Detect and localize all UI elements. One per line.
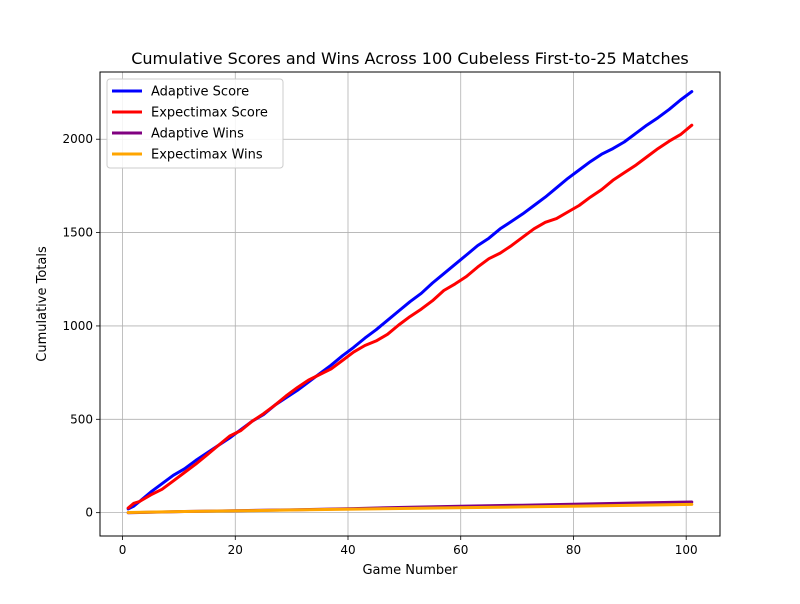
y-tick-label: 500	[70, 412, 93, 426]
series-line-expectimax-wins	[126, 502, 694, 514]
legend-label: Expectimax Score	[151, 106, 268, 121]
x-tick-label: 0	[119, 543, 127, 557]
y-tick-label: 1500	[62, 226, 93, 240]
legend-items: Adaptive Score Expectimax Score Adaptive W…	[112, 85, 268, 163]
legend-box	[106, 78, 284, 169]
x-tick-label: 40	[340, 543, 355, 557]
x-axis-label: Game Number	[362, 563, 458, 578]
legend: Adaptive Score Expectimax Score Adaptive W…	[106, 78, 284, 169]
grid-lines	[100, 72, 720, 536]
y-tick-label: 1000	[62, 319, 93, 333]
legend-label: Adaptive Wins	[151, 127, 244, 142]
x-tick-label: 60	[453, 543, 468, 557]
x-tick-label: 80	[566, 543, 581, 557]
series-line-expectimax-score	[126, 123, 694, 510]
series-lines	[126, 90, 694, 515]
y-tick-label: 2000	[62, 132, 93, 146]
legend-label: Adaptive Score	[151, 85, 249, 100]
x-tick-label: 100	[675, 543, 698, 557]
chart-title: Cumulative Scores and Wins Across 100 Cu…	[131, 49, 689, 68]
plot-area-frame	[99, 71, 721, 537]
y-tick-label: 0	[85, 506, 93, 520]
legend-label: Expectimax Wins	[151, 148, 263, 163]
x-tick-label: 20	[228, 543, 243, 557]
y-axis-label: Cumulative Totals	[35, 246, 50, 362]
